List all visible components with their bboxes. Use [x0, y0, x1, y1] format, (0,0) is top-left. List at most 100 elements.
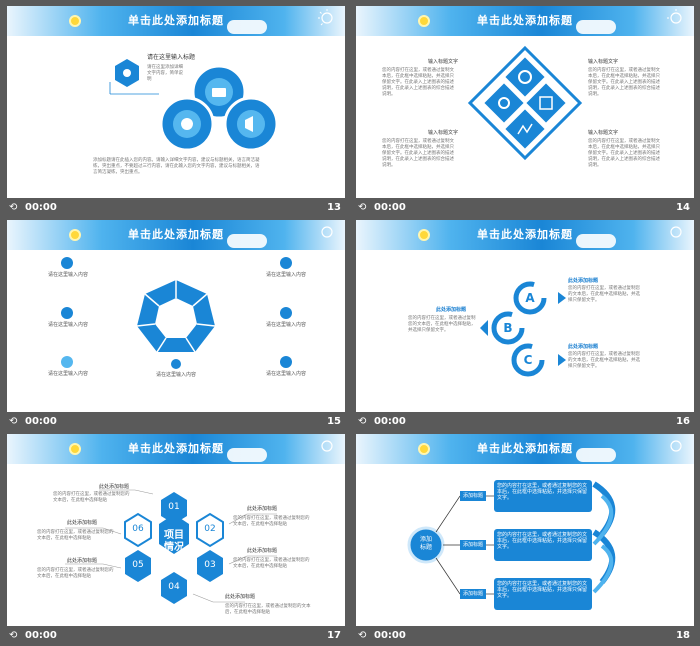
root-label: 添加 标题	[419, 536, 432, 551]
timing: 00:00	[25, 202, 57, 213]
sun-rays-icon	[667, 9, 682, 24]
rocket-icon	[61, 307, 73, 319]
item-title-2: 此处添加标题	[247, 506, 278, 512]
slide-number: 17	[327, 630, 341, 641]
label-bottom-left: 输入标题文字	[428, 130, 459, 136]
play-icon[interactable]: ⟲	[9, 630, 18, 641]
hex-03: 03	[204, 560, 216, 570]
item-title-5: 此处添加标题	[67, 558, 98, 564]
slide-title: 单击此处添加标题	[128, 14, 224, 27]
item-title-1: 此处添加标题	[99, 484, 130, 490]
slide-canvas: 单击此处添加标题 请在这里输入标题 请在这里添加详细文字内容，简单说明 添加标题…	[7, 6, 345, 198]
slide-footer: ⟲ 00:00 14	[356, 198, 694, 218]
abc-cycle	[480, 281, 566, 377]
sun-icon	[418, 15, 430, 27]
title-a: 此处添加标题	[568, 278, 599, 284]
item-title-6: 此处添加标题	[67, 520, 98, 526]
chart-icon	[517, 123, 533, 135]
cloud-icon	[576, 20, 616, 34]
center-label: 项目 情况	[164, 530, 184, 553]
text-top-left: 您的内容打在这里，或者通过复制文本后，在此框中选择粘贴，并选择只保留文字。在此录…	[382, 68, 454, 97]
pen-icon	[280, 257, 292, 269]
slide-number: 16	[676, 416, 690, 427]
side-text: 请在这里添加详细文字内容，简单说明	[147, 65, 183, 82]
sun-rays-icon	[670, 440, 682, 452]
slide-title: 单击此处添加标题	[477, 14, 573, 27]
hex-02: 02	[204, 524, 216, 534]
text-b: 您的内容打在这里，或者通过复制您的文本后，在此框中选择粘贴，并选择只保留文字。	[408, 316, 476, 333]
sync-icon	[498, 97, 510, 109]
title-c: 此处添加标题	[568, 344, 599, 350]
item-text-6: 您的内容打在这里，或者通过复制您的文本后，在此框中选择粘贴	[37, 530, 114, 541]
bulb-icon	[171, 359, 181, 369]
heading: 请在这里输入标题	[147, 54, 196, 61]
title-b: 此处添加标题	[436, 307, 467, 313]
pin-icon	[61, 356, 73, 368]
letter-b: B	[503, 321, 513, 335]
item-text-2: 您的内容打在这里，或者通过复制您的文本后，在此框中选择粘贴	[233, 516, 310, 527]
gear-icon	[280, 356, 292, 368]
letter-a: A	[525, 291, 535, 305]
sun-icon	[69, 443, 81, 455]
refresh-icon	[518, 70, 532, 84]
slide-title: 单击此处添加标题	[128, 442, 224, 455]
item-text-1: 您的内容打在这里，或者通过复制您的文本后，在此框中选择粘贴	[53, 492, 130, 503]
cloud-icon	[576, 448, 616, 462]
calendar-icon	[539, 96, 553, 110]
sun-rays-icon	[670, 226, 682, 238]
slide-footer: ⟲ 00:00 18	[356, 626, 694, 646]
slide-title: 单击此处添加标题	[477, 228, 573, 241]
branch-label-1: 添加标题	[460, 491, 486, 501]
content-box-1: 您的内容打在这里，或者通过复制您的文本后，在此框中选择粘贴，并选择只保留文字。	[494, 480, 592, 512]
play-icon[interactable]: ⟲	[358, 202, 367, 213]
megaphone-icon	[245, 116, 253, 132]
hex-01: 01	[168, 502, 180, 512]
diamond-diagram	[467, 45, 583, 161]
timing: 00:00	[374, 630, 406, 641]
globe-icon	[280, 307, 292, 319]
sun-icon	[418, 443, 430, 455]
timing: 00:00	[25, 630, 57, 641]
title-banner	[7, 434, 345, 464]
item-text-4: 您的内容打在这里，或者通过复制您的文本后，在此框中选择粘贴	[225, 604, 311, 615]
content-box-3: 您的内容打在这里，或者通过复制您的文本后，在此框中选择粘贴，并选择只保留文字。	[494, 578, 592, 610]
play-icon[interactable]: ⟲	[358, 630, 367, 641]
title-banner	[356, 6, 694, 36]
slide-number: 18	[676, 630, 690, 641]
item-text-6: 请在这里输入内容	[265, 371, 306, 377]
item-title-4: 此处添加标题	[225, 594, 256, 600]
cloud-icon	[576, 234, 616, 248]
branch-label-3: 添加标题	[460, 589, 486, 599]
timing: 00:00	[374, 416, 406, 427]
title-banner	[356, 434, 694, 464]
label-top-left: 输入标题文字	[428, 59, 459, 65]
label-bottom-right: 输入标题文字	[588, 130, 619, 136]
text-top-right: 您的内容打在这里，或者通过复制文本后，在此框中选择粘贴，并选择只保留文字。在此录…	[588, 68, 660, 97]
slide-canvas: 单击此处添加标题 添加 标题 添加标题 添加标题 添加标题 您的内容打在这里，或…	[356, 434, 694, 626]
hexagon-ring	[65, 489, 277, 604]
item-text-3: 您的内容打在这里，或者通过复制您的文本后，在此框中选择粘贴	[233, 558, 310, 569]
play-icon[interactable]: ⟲	[9, 202, 18, 213]
cloud-icon	[227, 448, 267, 462]
title-banner	[356, 220, 694, 250]
slide-title: 单击此处添加标题	[477, 442, 573, 455]
slide-number: 15	[327, 416, 341, 427]
slide-number: 13	[327, 202, 341, 213]
title-banner	[7, 220, 345, 250]
play-icon[interactable]: ⟲	[358, 416, 367, 427]
slide-title: 单击此处添加标题	[128, 228, 224, 241]
text-bottom-left: 您的内容打在这里，或者通过复制文本后，在此框中选择粘贴，并选择只保留文字。在此录…	[382, 139, 454, 168]
cloud-icon	[227, 234, 267, 248]
item-text-4: 请在这里输入内容	[265, 272, 306, 278]
hex-05: 05	[132, 560, 144, 570]
timing: 00:00	[25, 416, 57, 427]
cloud-icon	[227, 20, 267, 34]
content-box-2: 您的内容打在这里，或者通过复制您的文本后，在此框中选择粘贴，并选择只保留文字。	[494, 529, 592, 561]
item-text-5: 请在这里输入内容	[265, 322, 306, 328]
item-title-3: 此处添加标题	[247, 548, 278, 554]
heptagon-cycle	[61, 257, 292, 369]
letter-c: C	[523, 353, 533, 367]
sun-rays-icon	[318, 9, 333, 26]
text-a: 您的内容打在这里，或者通过复制您的文本后，在此框中选择粘贴，并选择只保留文字。	[568, 286, 640, 303]
play-icon[interactable]: ⟲	[9, 416, 18, 427]
